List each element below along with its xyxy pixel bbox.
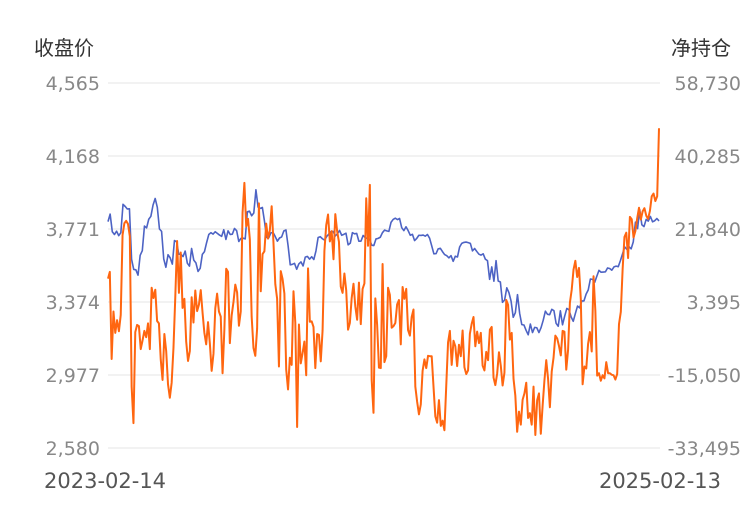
left-axis-ticks: 4,565 4,168 3,771 3,374 2,977 2,580: [46, 73, 100, 460]
right-tick-label: 40,285: [675, 146, 741, 168]
net-position-series-line: [107, 128, 660, 436]
left-tick-label: 2,977: [46, 365, 100, 387]
right-tick-label: -33,495: [668, 438, 741, 460]
right-axis-ticks: 58,730 40,285 21,840 3,395 -15,050 -33,495: [668, 73, 741, 460]
x-end-label: 2025-02-13: [599, 469, 721, 493]
right-axis-title: 净持仓: [671, 36, 731, 60]
left-tick-label: 4,565: [46, 73, 100, 95]
series-lines: [107, 128, 660, 436]
left-axis-title: 收盘价: [34, 36, 94, 60]
left-tick-label: 4,168: [46, 146, 100, 168]
price-series-line: [107, 189, 660, 336]
grid-lines: [108, 82, 660, 449]
left-tick-label: 2,580: [46, 438, 100, 460]
left-tick-label: 3,771: [46, 219, 100, 241]
left-tick-label: 3,374: [46, 292, 100, 314]
right-tick-label: 58,730: [675, 73, 741, 95]
x-start-label: 2023-02-14: [44, 469, 166, 493]
right-tick-label: 3,395: [687, 292, 741, 314]
right-tick-label: -15,050: [668, 365, 741, 387]
right-tick-label: 21,840: [675, 219, 741, 241]
